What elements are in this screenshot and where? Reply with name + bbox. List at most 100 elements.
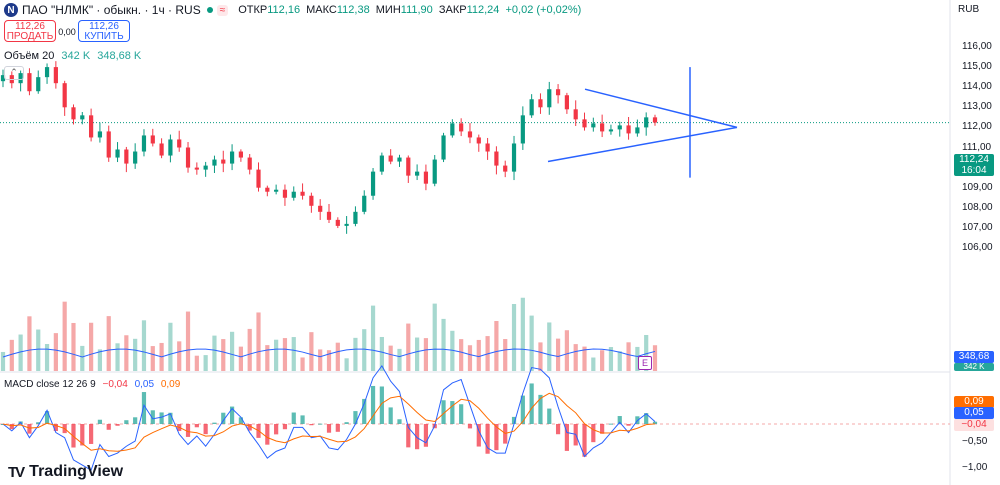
- candle-body: [335, 219, 340, 226]
- macd-hist-bar: [80, 424, 85, 446]
- macd-hist-bar: [644, 413, 649, 424]
- volume-bar: [432, 303, 437, 371]
- volume-bar: [194, 355, 199, 371]
- symbol-logo: N: [4, 3, 18, 17]
- buy-price: 112,26: [89, 21, 119, 32]
- candle-body: [406, 157, 411, 176]
- volume-label: Объём 20: [4, 50, 55, 62]
- macd-hist-bar: [423, 424, 429, 447]
- volume-bar: [335, 342, 340, 371]
- candle-body: [520, 115, 525, 144]
- sell-button[interactable]: 112,26 ПРОДАТЬ: [4, 20, 56, 42]
- tradingview-icon: TV: [8, 463, 25, 481]
- candle-body: [353, 211, 358, 224]
- macd-hist-bar: [547, 408, 552, 424]
- candle-body: [485, 143, 490, 152]
- last-price-tag: 112,24 16:04: [954, 154, 994, 176]
- candle-body: [459, 123, 464, 132]
- candle-body: [538, 99, 543, 108]
- grid: [0, 0, 951, 485]
- triangle-upper-line: [584, 88, 738, 129]
- candle-body: [635, 127, 640, 134]
- candle-body: [582, 119, 587, 128]
- macd-hist-bar: [388, 407, 393, 424]
- volume-bar: [600, 350, 605, 371]
- price-tick: 113,00: [962, 101, 992, 113]
- macd-hist-bar: [476, 424, 481, 447]
- earnings-marker[interactable]: E: [638, 356, 652, 370]
- volume-bar: [256, 312, 261, 371]
- macd-hist-bar: [133, 417, 138, 424]
- volume-legend[interactable]: Объём 20 342 K 348,68 K: [4, 50, 141, 62]
- macd-hist-bar: [582, 424, 587, 457]
- candle-body: [71, 107, 76, 120]
- spread-value: 0,00: [58, 27, 76, 37]
- macd-hist-bar: [124, 420, 129, 424]
- candle-body: [221, 159, 226, 164]
- volume-bar: [529, 315, 534, 371]
- macd-signal-value: 0,09: [160, 379, 181, 390]
- candle-body: [476, 137, 481, 144]
- candle-body: [44, 67, 50, 78]
- price-tick: 114,00: [962, 81, 992, 93]
- candle-body: [0, 75, 6, 82]
- high-value: 112,38: [336, 4, 370, 16]
- collapse-legend-button[interactable]: ⌃: [4, 66, 24, 80]
- tradingview-name: TradingView: [29, 463, 124, 480]
- candle-body: [511, 143, 517, 172]
- volume-bar: [503, 339, 508, 371]
- macd-hist-bar: [44, 411, 50, 424]
- candle-body: [388, 155, 393, 162]
- volume-bar: [141, 320, 147, 371]
- symbol-header[interactable]: N ПАО "НЛМК" · обыкн. · 1ч · RUS ≈ ОТКР1…: [4, 3, 584, 17]
- volume-bar: [150, 346, 155, 371]
- macd-label: MACD close 12 26 9: [4, 379, 96, 390]
- macd-line-tag: 0,05: [954, 407, 994, 419]
- candle-body: [600, 123, 605, 132]
- volume-ma-tag: 348,68 K: [954, 351, 994, 374]
- candle-body: [564, 95, 569, 110]
- candle-body: [608, 129, 614, 132]
- volume-bar: [177, 341, 182, 371]
- volume-bar: [555, 338, 561, 371]
- currency-label[interactable]: RUB: [958, 4, 980, 15]
- tradingview-logo[interactable]: TV TradingView: [8, 463, 123, 481]
- candle-body: [644, 117, 649, 128]
- candle-body: [265, 187, 270, 192]
- macd-hist-bar: [115, 424, 120, 426]
- volume-bar: [547, 322, 552, 371]
- volume-bar: [185, 311, 191, 371]
- macd-hist-bar: [335, 424, 340, 432]
- candle-body: [591, 123, 596, 128]
- candle-body: [53, 67, 58, 84]
- triangle-lower-line: [547, 126, 738, 163]
- macd-hist-bar: [467, 424, 473, 429]
- macd-hist-bar: [150, 410, 155, 424]
- buy-label: КУПИТЬ: [84, 31, 124, 42]
- volume-bar: [511, 304, 517, 371]
- macd-hist-bar: [652, 421, 658, 424]
- candle-body: [370, 171, 376, 196]
- volume-bar: [133, 338, 138, 371]
- volume-bar: [36, 329, 41, 371]
- macd-hist-bar: [274, 424, 279, 435]
- buy-button[interactable]: 112,26 КУПИТЬ: [78, 20, 130, 42]
- volume-bar: [415, 337, 420, 371]
- macd-hist-bar: [203, 424, 208, 435]
- price-tick: 109,00: [962, 181, 993, 193]
- macd-hist-bar: [485, 424, 490, 454]
- candle-body: [423, 171, 429, 184]
- candle-body: [344, 223, 349, 226]
- volume-bar: [80, 345, 85, 371]
- macd-legend[interactable]: MACD close 12 26 9 −0,04 0,05 0,09: [4, 379, 180, 390]
- volume-bar: [62, 301, 67, 371]
- candle-body: [150, 135, 155, 144]
- macd-hist-bar: [221, 412, 226, 424]
- macd-hist-bar: [265, 424, 270, 445]
- macd-hist-bar: [362, 398, 367, 424]
- volume-bar: [9, 339, 14, 371]
- candles: [0, 61, 658, 234]
- volume-bar: [450, 330, 455, 371]
- symbol-title[interactable]: ПАО "НЛМК" · обыкн. · 1ч · RUS: [22, 3, 201, 17]
